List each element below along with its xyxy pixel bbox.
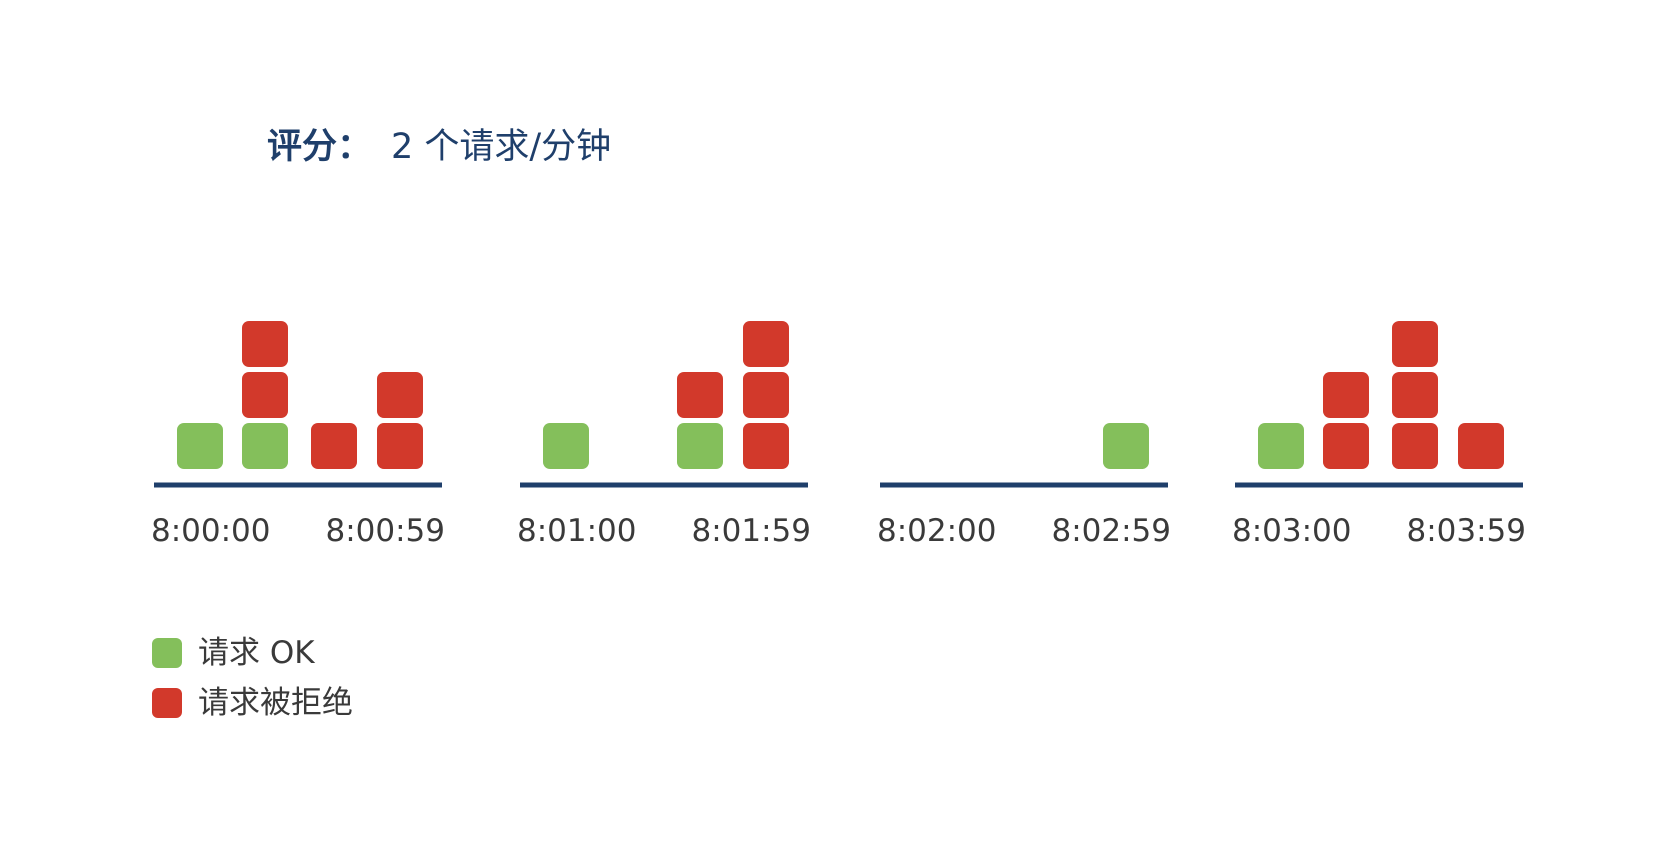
window-end-label: 8:00:59 xyxy=(325,513,445,549)
request-block-rejected xyxy=(242,321,288,367)
request-block-ok xyxy=(1258,423,1304,469)
legend-swatch-rejected xyxy=(152,688,182,718)
window-start-label: 8:00:00 xyxy=(151,513,271,549)
request-block-rejected xyxy=(1392,423,1438,469)
legend-label-ok: 请求 OK xyxy=(198,634,315,671)
window-start-label: 8:01:00 xyxy=(517,513,637,549)
request-block-ok xyxy=(677,423,723,469)
window-start-label: 8:02:00 xyxy=(877,513,997,549)
legend-item-ok: 请求 OK xyxy=(152,628,353,678)
time-window-0: 8:00:00 8:00:59 xyxy=(151,321,445,549)
legend-item-rejected: 请求被拒绝 xyxy=(152,678,353,728)
request-block-ok xyxy=(177,423,223,469)
request-block-ok xyxy=(1103,423,1149,469)
request-block-rejected xyxy=(743,423,789,469)
legend: 请求 OK 请求被拒绝 xyxy=(152,628,353,728)
request-block-rejected xyxy=(677,372,723,418)
legend-swatch-ok xyxy=(152,638,182,668)
request-block-rejected xyxy=(242,372,288,418)
chart-title-label: 评分： xyxy=(267,127,373,167)
chart-title-value: 2 个请求/分钟 xyxy=(391,127,612,167)
window-end-label: 8:02:59 xyxy=(1051,513,1171,549)
time-window-2: 8:02:00 8:02:59 xyxy=(877,423,1171,549)
window-end-label: 8:03:59 xyxy=(1406,513,1526,549)
request-block-rejected xyxy=(1392,321,1438,367)
window-end-label: 8:01:59 xyxy=(691,513,811,549)
request-timeline-chart: 8:00:00 8:00:59 8:01:00 8:01:59 8:02:00 8:02:… xyxy=(151,321,1526,549)
request-block-rejected xyxy=(1458,423,1504,469)
request-block-rejected xyxy=(1323,372,1369,418)
request-block-rejected xyxy=(1392,372,1438,418)
request-block-rejected xyxy=(743,321,789,367)
request-block-rejected xyxy=(743,372,789,418)
time-window-3: 8:03:00 8:03:59 xyxy=(1232,321,1526,549)
request-block-ok xyxy=(242,423,288,469)
window-start-label: 8:03:00 xyxy=(1232,513,1352,549)
legend-label-rejected: 请求被拒绝 xyxy=(198,684,353,721)
request-block-rejected xyxy=(1323,423,1369,469)
request-block-ok xyxy=(543,423,589,469)
time-window-1: 8:01:00 8:01:59 xyxy=(517,321,811,549)
request-block-rejected xyxy=(311,423,357,469)
request-block-rejected xyxy=(377,423,423,469)
request-block-rejected xyxy=(377,372,423,418)
